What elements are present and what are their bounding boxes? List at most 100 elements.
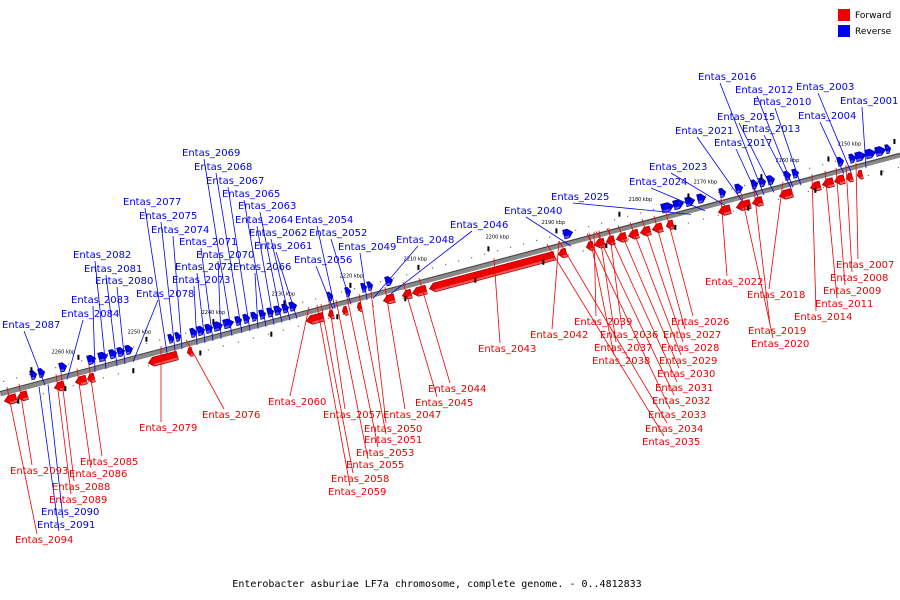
minor-tick bbox=[81, 360, 83, 362]
forward-gene bbox=[856, 169, 864, 180]
gene-label: Entas_2045 bbox=[402, 282, 473, 409]
minor-tick bbox=[549, 236, 551, 238]
svg-text:Entas_2025: Entas_2025 bbox=[551, 192, 609, 203]
gene-label: Entas_2009 bbox=[823, 167, 881, 297]
minor-tick bbox=[357, 309, 359, 311]
gene-label: Entas_2027 bbox=[653, 215, 721, 341]
svg-text:Entas_2017: Entas_2017 bbox=[714, 138, 772, 149]
svg-text:Entas_2083: Entas_2083 bbox=[71, 295, 129, 306]
gene-label: Entas_2004 bbox=[798, 111, 856, 175]
svg-text:Entas_2029: Entas_2029 bbox=[659, 356, 717, 367]
svg-text:Entas_2056: Entas_2056 bbox=[294, 255, 352, 266]
gene-label: Entas_2046 bbox=[390, 220, 508, 295]
svg-text:Entas_2044: Entas_2044 bbox=[428, 384, 486, 395]
gene-label: Entas_2088 bbox=[52, 372, 110, 493]
svg-text:Entas_2058: Entas_2058 bbox=[331, 474, 389, 485]
tick-label: 2150 kbp bbox=[838, 142, 862, 148]
reverse-gene bbox=[366, 281, 374, 292]
tick-label: 2170 kbp bbox=[694, 180, 718, 186]
svg-text:Entas_2069: Entas_2069 bbox=[182, 148, 240, 159]
reverse-gene bbox=[189, 327, 198, 338]
gene-label: Entas_2026 bbox=[665, 212, 729, 328]
major-tick bbox=[687, 193, 690, 199]
svg-text:Entas_2034: Entas_2034 bbox=[645, 424, 703, 435]
minor-tick bbox=[588, 226, 590, 228]
minor-tick bbox=[341, 291, 343, 293]
minor-tick bbox=[471, 257, 473, 259]
minor-tick bbox=[653, 208, 655, 211]
svg-text:Entas_2026: Entas_2026 bbox=[671, 317, 729, 328]
gene-labels: Entas_2001 Entas_2003 Entas_2004 Entas_2010… bbox=[2, 72, 898, 546]
forward-gene bbox=[3, 393, 18, 405]
legend-forward-swatch bbox=[838, 9, 850, 21]
tick-label: 2210 kbp bbox=[404, 256, 428, 262]
forward-gene bbox=[585, 240, 595, 252]
minor-tick bbox=[237, 318, 239, 321]
svg-text:Entas_2040: Entas_2040 bbox=[504, 206, 562, 217]
minor-tick bbox=[177, 357, 179, 359]
minor-tick bbox=[887, 147, 889, 149]
svg-text:Entas_2032: Entas_2032 bbox=[652, 396, 710, 407]
svg-text:Entas_2091: Entas_2091 bbox=[37, 520, 95, 531]
gene-label: Entas_2025 bbox=[551, 192, 692, 215]
minor-tick bbox=[42, 370, 44, 372]
minor-tick bbox=[289, 305, 291, 307]
svg-text:Entas_2086: Entas_2086 bbox=[69, 469, 127, 480]
gene-label: Entas_2040 bbox=[504, 206, 572, 247]
svg-text:Entas_2063: Entas_2063 bbox=[238, 201, 296, 212]
forward-gene bbox=[53, 380, 66, 392]
major-tick bbox=[827, 156, 830, 162]
forward-gene bbox=[833, 174, 846, 186]
svg-text:Entas_2076: Entas_2076 bbox=[202, 410, 260, 421]
tick-label: 2240 kbp bbox=[202, 310, 226, 316]
reverse-gene bbox=[848, 153, 857, 164]
reverse-gene bbox=[196, 325, 206, 337]
major-tick bbox=[283, 300, 286, 306]
gene-label: Entas_2059 bbox=[316, 304, 386, 498]
svg-text:Entas_2066: Entas_2066 bbox=[233, 262, 291, 273]
minor-tick bbox=[120, 349, 122, 352]
gene-label: Entas_2078 bbox=[132, 289, 194, 363]
svg-text:Entas_2014: Entas_2014 bbox=[794, 312, 852, 323]
reverse-gene bbox=[791, 168, 800, 179]
gene-label: Entas_2022 bbox=[705, 198, 763, 288]
gene-label: Entas_2017 bbox=[714, 138, 772, 197]
reverse-gene bbox=[384, 276, 394, 287]
reverse-gene bbox=[734, 183, 744, 194]
minor-tick bbox=[523, 243, 525, 245]
minor-tick bbox=[867, 174, 869, 177]
minor-tick bbox=[852, 178, 854, 181]
minor-tick bbox=[315, 298, 317, 300]
legend-reverse-label: Reverse bbox=[855, 27, 892, 37]
minor-tick bbox=[601, 222, 603, 224]
gene-label: Entas_2090 bbox=[41, 384, 99, 519]
major-tick bbox=[555, 228, 558, 234]
gene-label: Entas_2063 bbox=[238, 201, 296, 323]
forward-gene bbox=[845, 172, 854, 183]
minor-tick bbox=[185, 332, 187, 334]
svg-text:Entas_2071: Entas_2071 bbox=[179, 237, 237, 248]
caption: Enterobacter asburiae LF7a chromosome, c… bbox=[232, 579, 641, 590]
gene-label: Entas_2010 bbox=[753, 97, 811, 186]
svg-text:Entas_2035: Entas_2035 bbox=[642, 437, 700, 448]
tick-label: 2230 kbp bbox=[272, 291, 296, 297]
gene-label: Entas_2048 bbox=[372, 235, 454, 299]
minor-tick bbox=[16, 377, 18, 379]
gene-label: Entas_2016 bbox=[698, 72, 765, 196]
minor-tick bbox=[692, 198, 694, 200]
svg-text:Entas_2051: Entas_2051 bbox=[364, 435, 422, 446]
svg-text:Entas_2062: Entas_2062 bbox=[249, 228, 307, 239]
gene-label: Entas_2036 bbox=[600, 227, 658, 341]
gene-label: Entas_2089 bbox=[49, 374, 107, 506]
tick-label: 2180 kbp bbox=[629, 197, 653, 203]
minor-tick bbox=[159, 339, 161, 341]
svg-text:Entas_2027: Entas_2027 bbox=[663, 330, 721, 341]
minor-tick bbox=[162, 361, 164, 363]
minor-tick bbox=[133, 346, 135, 348]
major-tick bbox=[674, 224, 677, 230]
svg-text:Entas_2074: Entas_2074 bbox=[151, 225, 209, 236]
svg-text:Entas_2048: Entas_2048 bbox=[396, 235, 454, 246]
svg-text:Entas_2011: Entas_2011 bbox=[815, 299, 873, 310]
minor-tick bbox=[27, 397, 29, 399]
gene-label: Entas_2076 bbox=[185, 339, 260, 421]
